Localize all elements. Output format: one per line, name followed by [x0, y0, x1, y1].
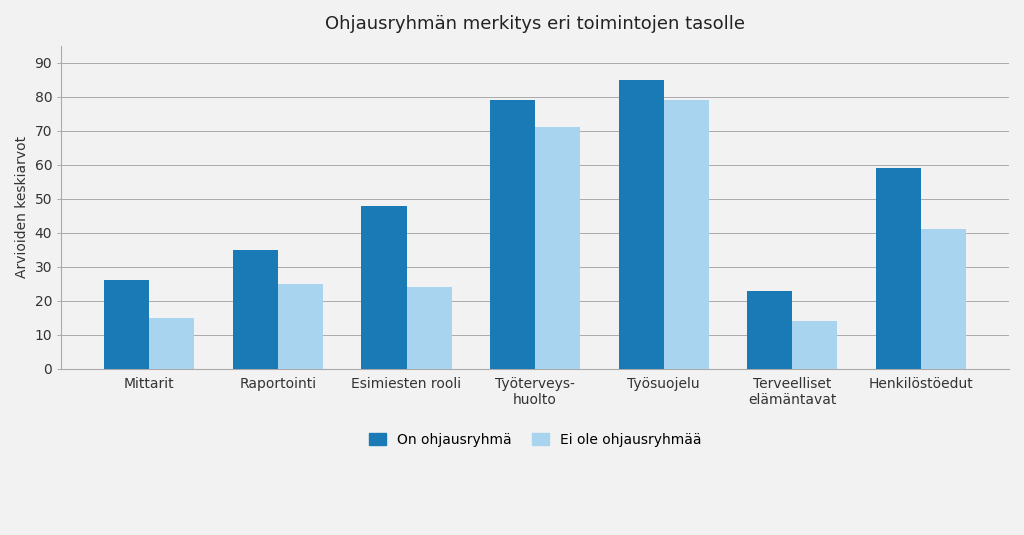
Bar — [361, 205, 407, 369]
Bar — [748, 291, 793, 369]
Bar — [232, 250, 278, 369]
Bar — [407, 287, 452, 369]
Bar — [150, 318, 195, 369]
Bar — [104, 280, 150, 369]
Bar — [278, 284, 323, 369]
Bar — [618, 80, 664, 369]
Bar — [490, 100, 536, 369]
Bar — [876, 168, 921, 369]
Y-axis label: Arvioiden keskiarvot: Arvioiden keskiarvot — [15, 136, 29, 278]
Bar — [536, 127, 581, 369]
Bar — [921, 230, 966, 369]
Title: Ohjausryhmän merkitys eri toimintojen tasolle: Ohjausryhmän merkitys eri toimintojen ta… — [325, 15, 745, 33]
Bar — [793, 321, 838, 369]
Legend: On ohjausryhmä, Ei ole ohjausryhmää: On ohjausryhmä, Ei ole ohjausryhmää — [364, 427, 707, 452]
Bar — [664, 100, 709, 369]
